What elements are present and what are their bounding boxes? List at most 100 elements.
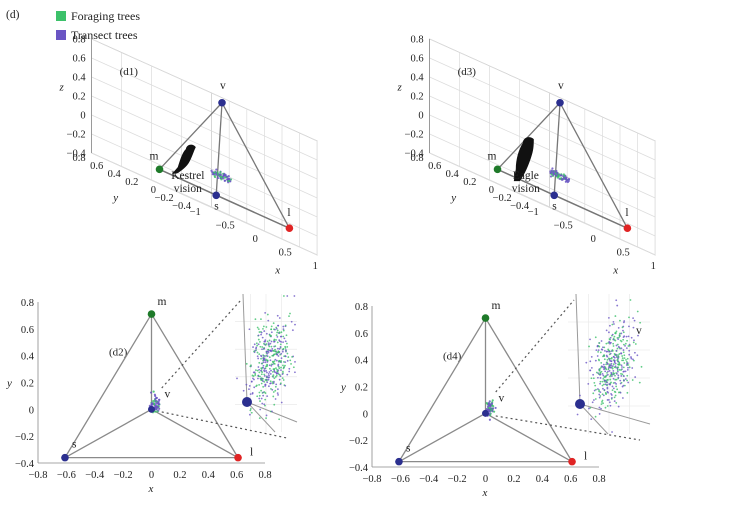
y-tick-label: 0.6 — [90, 161, 103, 172]
cloud-point — [219, 171, 222, 174]
inset-edge — [579, 403, 609, 435]
y-tick-label: 0.8 — [72, 153, 85, 164]
inset-cloud-point — [591, 401, 594, 404]
y-tick-label: 0.2 — [355, 383, 368, 394]
inset-cloud-point — [588, 345, 590, 348]
grid-line — [91, 38, 212, 94]
inset-cloud-point — [284, 349, 287, 351]
inset-cloud-point — [618, 353, 621, 355]
inset-cloud-point — [601, 393, 604, 396]
inset-cloud-point — [266, 355, 269, 358]
x-tick-label: −0.4 — [419, 474, 439, 485]
inset-cloud-point — [605, 363, 608, 366]
inset-cloud-point — [614, 374, 616, 377]
inset-cloud-point — [274, 389, 277, 392]
inset-cloud-point — [630, 336, 633, 339]
vertex-label-v: v — [558, 80, 564, 92]
inset-cloud-point — [627, 381, 630, 384]
inset-cloud-point — [618, 336, 620, 339]
inset-cloud-point — [615, 330, 618, 333]
inset-cloud-point — [264, 361, 267, 364]
inset-cloud-point — [268, 376, 270, 379]
inset-cloud-point — [632, 317, 634, 320]
cloud-point — [156, 405, 160, 409]
inset-cloud-point — [599, 382, 601, 385]
inset-cloud-point — [606, 355, 609, 358]
inset-cloud-point — [289, 359, 292, 362]
inset-cloud-point — [278, 331, 281, 334]
figure-label: (d) — [6, 9, 20, 21]
inset-cloud-point — [294, 361, 296, 363]
cloud-point — [150, 402, 153, 406]
inset-cloud-point — [633, 319, 636, 322]
inset-cloud-point — [286, 295, 289, 297]
inset-cloud-point — [254, 369, 257, 372]
vertex-point-v — [148, 405, 155, 413]
inset-cloud-point — [589, 406, 592, 409]
vertex-point-l — [234, 453, 242, 462]
triangle-edge — [398, 317, 487, 462]
grid-line — [429, 152, 550, 208]
inset-cloud-point — [268, 356, 271, 359]
triangle-edge — [64, 313, 153, 458]
inset-cloud-point — [601, 365, 604, 368]
inset-cloud-point — [267, 348, 270, 351]
inset-cloud-point — [614, 381, 616, 384]
inset-cloud-point — [612, 372, 615, 374]
inset-cloud-point — [263, 391, 266, 393]
x-tick-label: −0.2 — [448, 474, 467, 485]
inset-cloud-point — [600, 403, 603, 406]
grid-line — [429, 133, 550, 189]
inset-cloud-point — [606, 384, 608, 387]
vertex-label-l: l — [625, 207, 628, 219]
kestrel-silhouette — [171, 144, 196, 175]
inset-cloud-point — [628, 343, 631, 346]
inset-edge — [575, 293, 581, 405]
inset-cloud-point — [270, 325, 273, 328]
inset-cloud-point — [288, 367, 291, 370]
inset-cloud-point — [605, 392, 607, 395]
inset-cloud-point — [257, 366, 260, 368]
inset-cloud-point — [622, 349, 625, 351]
inset-cloud-point — [605, 368, 608, 371]
panel-label: (d4) — [443, 351, 462, 363]
inset-cloud-point — [267, 344, 270, 346]
inset-cloud-point — [590, 366, 593, 369]
inset-cloud-point — [624, 344, 626, 347]
y-tick-label: 0 — [489, 185, 494, 196]
inset-cloud-point — [277, 351, 280, 353]
inset-cloud-point — [260, 333, 262, 336]
inset-cloud-point — [262, 355, 265, 357]
inset-cloud-point — [273, 340, 276, 343]
inset-cloud-point — [250, 380, 253, 383]
inset-cloud-point — [614, 339, 617, 342]
y-tick-label: −0.4 — [172, 201, 192, 212]
x-tick-label: 0.5 — [279, 248, 292, 259]
inset-cloud-point — [281, 377, 284, 380]
inset-cloud-point — [607, 357, 610, 360]
inset-cloud-point — [259, 375, 261, 378]
cloud-point — [215, 173, 218, 176]
x-tick-label: −0.8 — [362, 474, 381, 485]
vertex-label-m: m — [150, 150, 159, 162]
cloud-point — [228, 177, 231, 181]
y-tick-label: 0.8 — [355, 302, 368, 313]
inset-cloud-point — [260, 389, 263, 392]
y-tick-label: 0 — [29, 405, 34, 416]
inset-cloud-point — [258, 397, 261, 400]
grid-line — [91, 114, 212, 170]
vertex-point-m — [493, 165, 502, 174]
inset-cloud-point — [637, 334, 639, 337]
inset-cloud-point — [259, 400, 261, 402]
inset-cloud-point — [608, 398, 610, 401]
inset-cloud-point — [265, 417, 267, 419]
inset-cloud-point — [266, 363, 269, 366]
inset-cloud-point — [607, 370, 609, 373]
inset-cloud-point — [609, 336, 612, 339]
inset-cloud-point — [260, 369, 262, 372]
inset-cloud-point — [622, 359, 625, 362]
inset-cloud-point — [270, 382, 272, 385]
inset-cloud-point — [617, 360, 620, 363]
inset-cloud-point — [616, 343, 619, 346]
inset-cloud-point — [613, 396, 616, 399]
